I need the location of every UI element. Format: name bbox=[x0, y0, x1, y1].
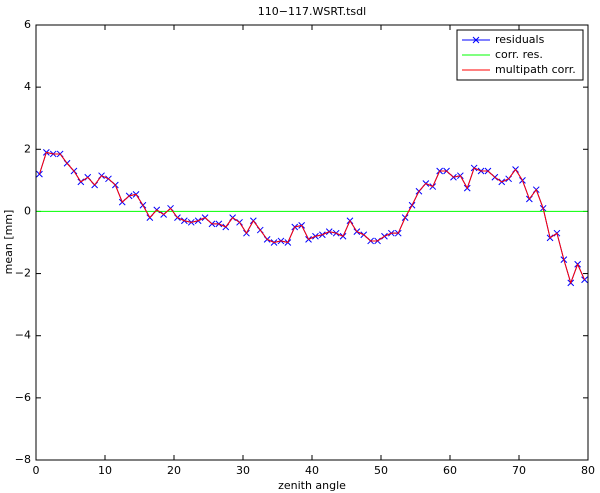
data-point bbox=[581, 276, 588, 284]
data-point bbox=[36, 170, 43, 178]
chart-title: 110−117.WSRT.tsdl bbox=[258, 5, 366, 18]
y-axis-label: mean [mm] bbox=[2, 210, 15, 275]
plot-area bbox=[36, 25, 588, 460]
x-tick-label: 60 bbox=[443, 464, 457, 477]
y-tick-label: 4 bbox=[24, 80, 31, 93]
y-tick-label: 6 bbox=[24, 18, 31, 31]
plot-frame bbox=[35, 24, 589, 461]
y-tick-label: −6 bbox=[15, 391, 31, 404]
x-tick-label: 30 bbox=[236, 464, 250, 477]
x-tick-label: 40 bbox=[305, 464, 319, 477]
x-tick-label: 80 bbox=[581, 464, 595, 477]
x-tick-label: 10 bbox=[98, 464, 112, 477]
legend-label: multipath corr. bbox=[495, 63, 576, 76]
x-tick-label: 50 bbox=[374, 464, 388, 477]
legend-label: corr. res. bbox=[495, 48, 543, 61]
x-tick-label: 0 bbox=[33, 464, 40, 477]
y-tick-label: 2 bbox=[24, 142, 31, 155]
series-line bbox=[38, 151, 586, 285]
y-tick-label: −8 bbox=[15, 453, 31, 466]
x-tick-label: 20 bbox=[167, 464, 181, 477]
x-axis-label: zenith angle bbox=[278, 479, 346, 492]
x-tick-label: 70 bbox=[512, 464, 526, 477]
legend-label: residuals bbox=[495, 33, 545, 46]
y-tick-label: −2 bbox=[15, 267, 31, 280]
y-tick-label: 0 bbox=[24, 204, 31, 217]
legend-marker bbox=[472, 36, 480, 44]
y-tick-label: −4 bbox=[15, 329, 31, 342]
